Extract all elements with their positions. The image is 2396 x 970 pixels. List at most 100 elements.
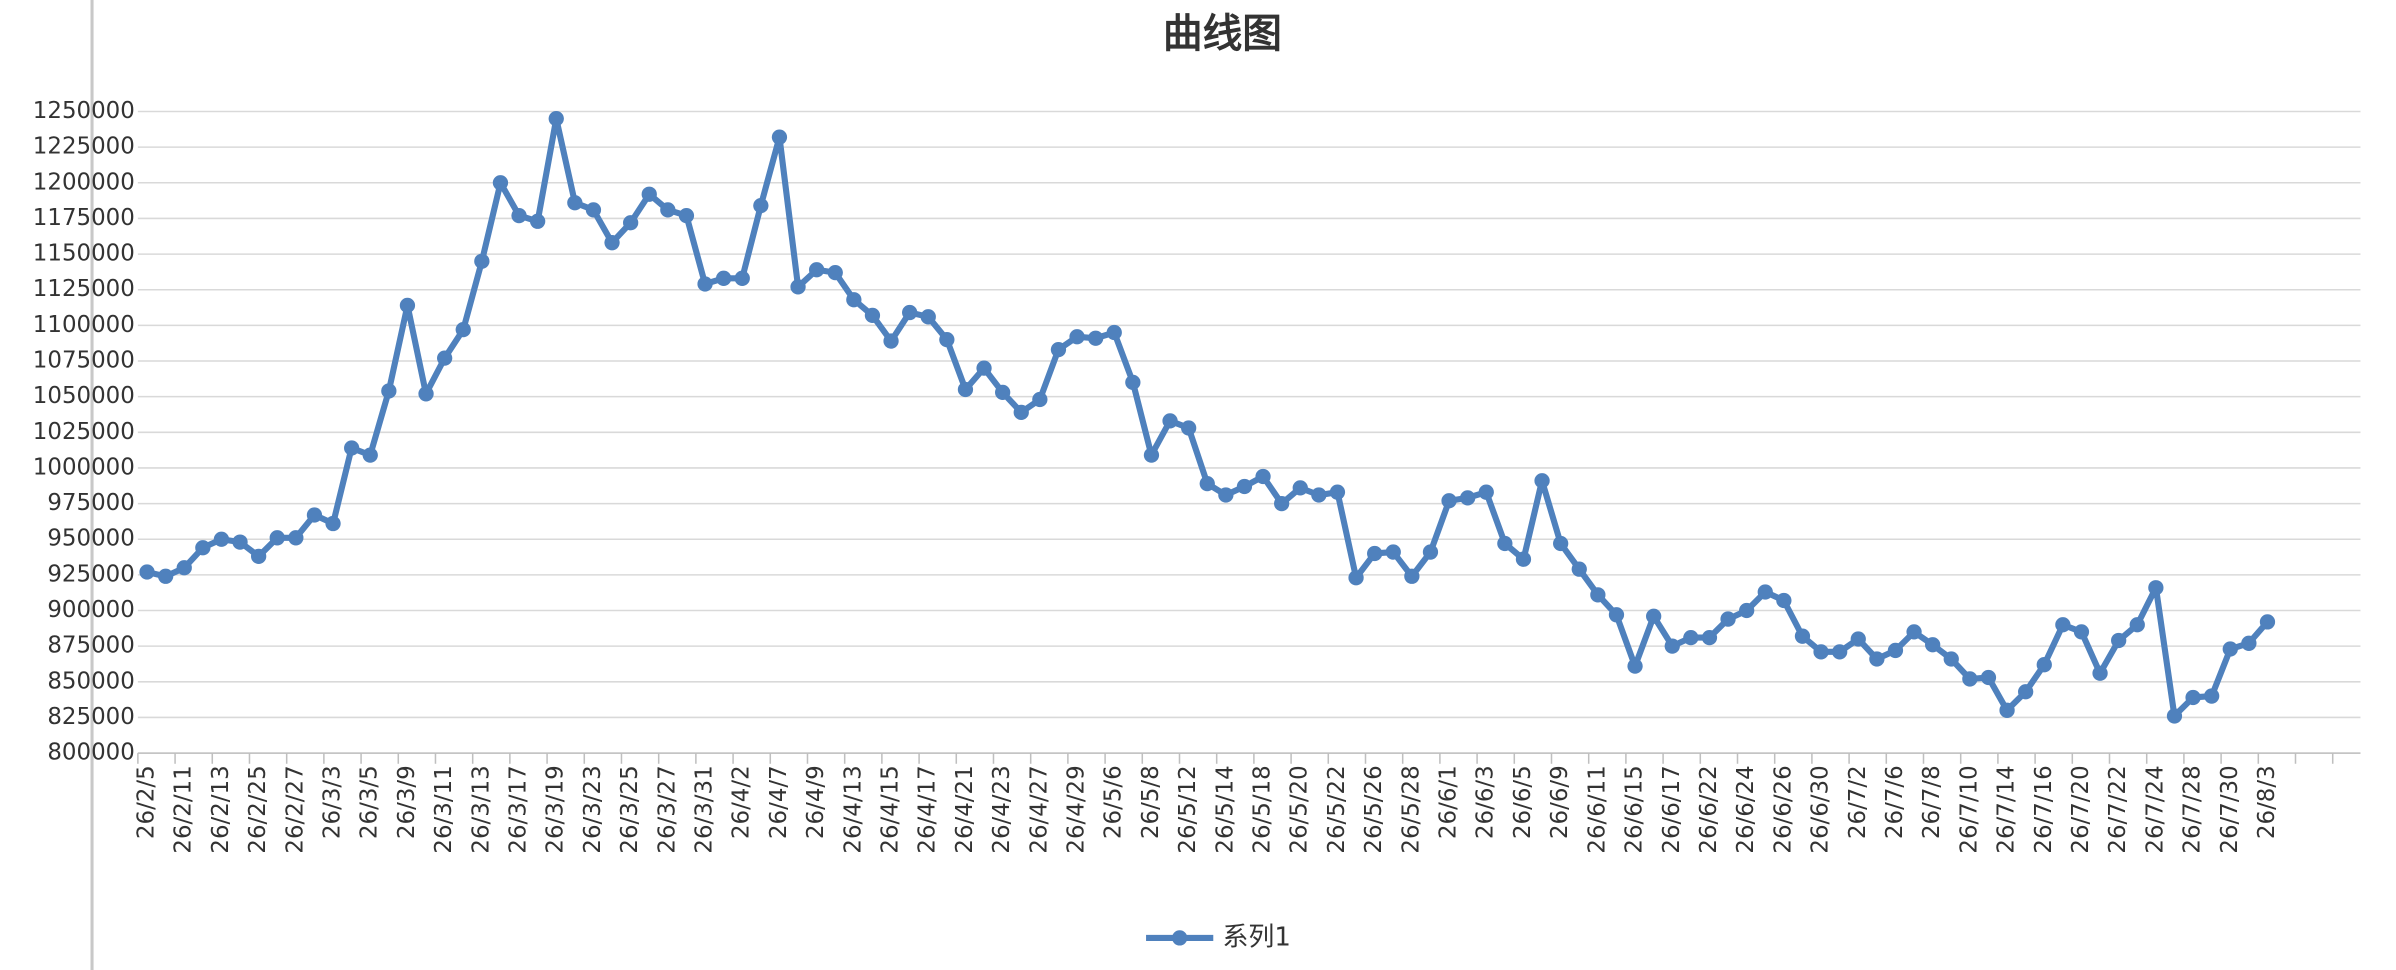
point	[1441, 493, 1457, 509]
y-tick-label: 925000	[47, 561, 134, 587]
point	[1032, 391, 1048, 408]
point	[1329, 484, 1346, 500]
y-tick-label: 1050000	[33, 383, 135, 409]
point	[1181, 420, 1197, 436]
x-tick-label: 26/4/2	[729, 765, 755, 839]
point	[1106, 324, 1122, 341]
y-tick-label: 1200000	[33, 169, 135, 195]
point	[455, 322, 471, 338]
x-tick-label: 26/4/29	[1064, 765, 1090, 853]
x-tick-label: 26/3/13	[468, 765, 494, 853]
point	[864, 307, 881, 324]
point	[213, 531, 230, 547]
y-tick-label: 1075000	[33, 348, 135, 374]
point	[1143, 447, 1160, 463]
x-tick-label: 26/7/30	[2217, 765, 2243, 853]
point	[623, 215, 639, 231]
point	[1869, 651, 1885, 667]
point	[585, 202, 602, 218]
x-tick-label: 26/4/17	[915, 765, 941, 853]
point	[1757, 584, 1773, 600]
point	[1664, 638, 1680, 654]
point	[2111, 632, 2127, 649]
x-tick-label: 26/3/19	[543, 765, 569, 853]
point	[1980, 669, 1997, 686]
x-tick-label: 26/5/12	[1175, 765, 1201, 853]
point	[2204, 688, 2220, 704]
y-tick-label: 1125000	[33, 276, 135, 302]
point	[2018, 684, 2034, 700]
legend-label: 系列1	[1222, 922, 1290, 952]
x-tick-label: 26/8/3	[2254, 765, 2280, 839]
point	[1627, 658, 1643, 674]
x-tick-label: 26/5/18	[1250, 765, 1276, 853]
y-tick-label: 800000	[47, 740, 134, 766]
x-tick-label: 26/5/26	[1361, 765, 1387, 853]
point	[176, 560, 192, 576]
point	[790, 279, 806, 295]
y-tick-label: 825000	[47, 704, 134, 730]
x-tick-label: 26/3/25	[617, 765, 643, 853]
point	[1999, 702, 2015, 718]
y-tick-label: 850000	[47, 668, 134, 694]
point	[325, 515, 341, 532]
y-tick-label: 1025000	[33, 419, 135, 445]
x-tick-label: 26/7/14	[1994, 765, 2020, 853]
point	[1478, 484, 1494, 500]
point	[734, 270, 750, 286]
x-tick-label: 26/2/5	[134, 765, 160, 839]
point	[362, 447, 378, 463]
x-tick-label: 26/6/5	[1510, 765, 1536, 839]
x-tick-label: 26/2/11	[171, 765, 197, 853]
x-tick-label: 26/3/23	[580, 765, 606, 853]
x-tick-label: 26/6/3	[1473, 765, 1499, 839]
point	[474, 253, 490, 269]
x-tick-label: 26/6/1	[1436, 765, 1462, 839]
point	[1292, 480, 1308, 496]
point	[381, 383, 397, 399]
point	[995, 384, 1011, 401]
x-tick-label: 26/7/8	[1919, 765, 1945, 839]
point	[883, 333, 899, 349]
x-tick-label: 26/4/21	[952, 765, 978, 853]
point	[1701, 629, 1718, 646]
point	[2222, 641, 2238, 657]
x-tick-label: 26/6/30	[1808, 765, 1834, 853]
x-tick-label: 26/7/6	[1882, 765, 1908, 839]
point	[957, 381, 974, 398]
x-tick-label: 26/3/27	[654, 765, 680, 853]
point	[2148, 580, 2164, 596]
x-tick-label: 26/3/31	[692, 765, 718, 853]
point	[902, 304, 918, 321]
point	[1218, 487, 1234, 503]
point	[678, 207, 695, 224]
x-tick-label: 26/7/2	[1845, 765, 1871, 839]
point	[1460, 490, 1476, 506]
point	[920, 309, 936, 325]
point	[1162, 413, 1178, 429]
point	[2073, 624, 2090, 640]
x-tick-label: 26/2/13	[208, 765, 234, 853]
point	[288, 530, 304, 546]
x-tick-label: 26/6/26	[1770, 765, 1796, 853]
point	[251, 548, 267, 564]
point	[195, 540, 211, 556]
point	[1813, 644, 1829, 660]
point	[1887, 642, 1904, 659]
point	[418, 386, 434, 402]
point	[641, 186, 657, 202]
y-tick-label: 1225000	[33, 134, 135, 160]
point	[1367, 545, 1383, 562]
x-tick-label: 26/7/28	[2180, 765, 2206, 853]
point	[1125, 374, 1141, 391]
point	[2036, 657, 2052, 673]
point	[139, 564, 155, 580]
point	[306, 507, 323, 523]
x-tick-label: 26/5/6	[1101, 765, 1127, 839]
point	[1925, 637, 1941, 653]
point	[511, 207, 527, 224]
x-tick-label: 26/4/15	[878, 765, 904, 853]
point	[232, 534, 248, 550]
y-tick-label: 1000000	[33, 454, 135, 480]
